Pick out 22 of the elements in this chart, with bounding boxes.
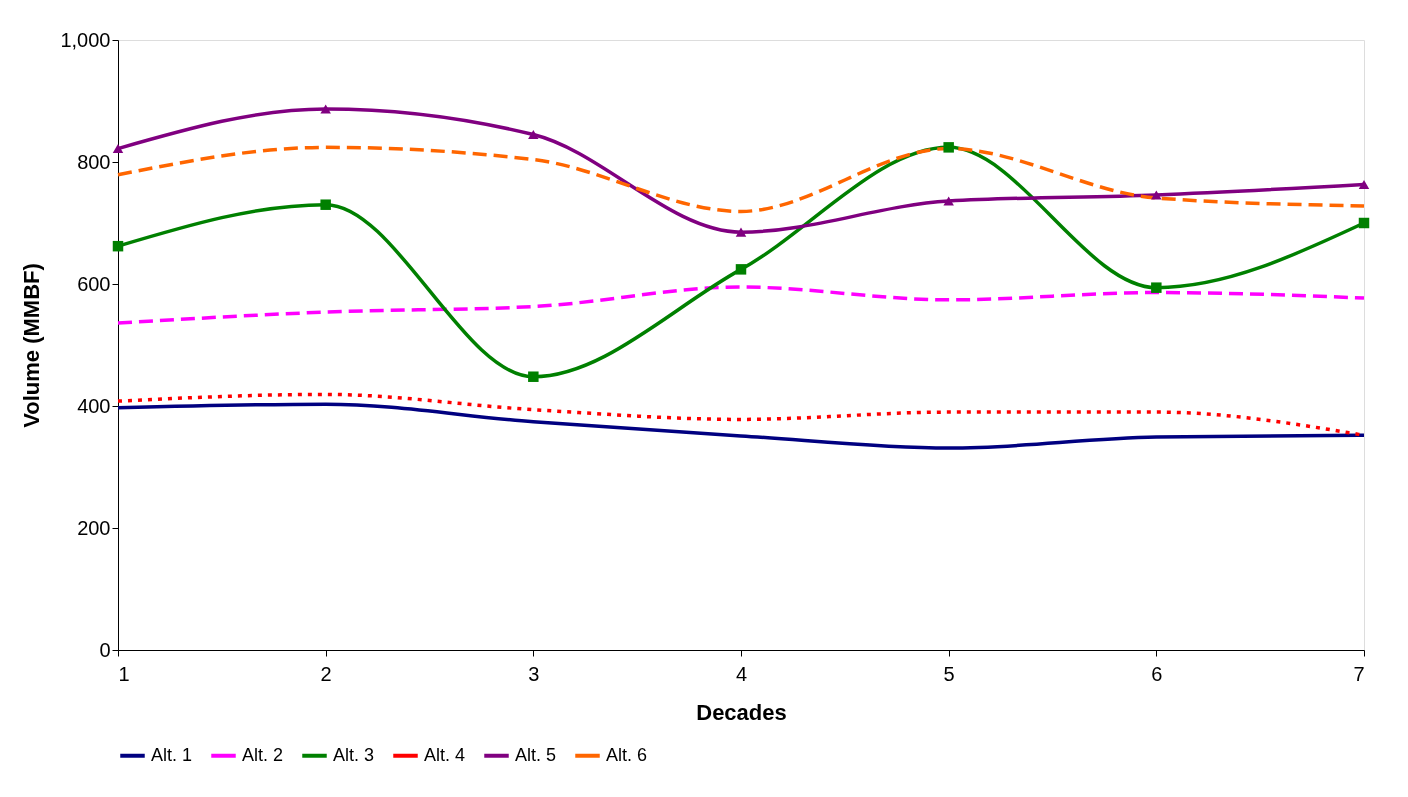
legend-label: Alt. 1	[151, 744, 193, 765]
x-tick-label: 5	[943, 662, 955, 685]
legend-label: Alt. 6	[606, 744, 648, 765]
y-tick-label: 400	[77, 394, 111, 417]
x-axis-title: Decades	[696, 699, 787, 725]
legend-label: Alt. 5	[515, 744, 557, 765]
line-series	[116, 402, 1366, 450]
x-tick-label: 6	[1151, 662, 1163, 685]
y-tick-label: 600	[77, 272, 111, 295]
y-axis-title: Volume (MMBF)	[19, 263, 45, 428]
x-tick-label: 1	[118, 662, 130, 685]
legend-label: Alt. 2	[242, 744, 284, 765]
x-tick-label: 4	[735, 662, 748, 685]
y-tick-label: 0	[99, 638, 111, 661]
y-tick-label: 200	[77, 516, 111, 539]
x-tick-label: 3	[528, 662, 540, 685]
x-tick-label: 2	[320, 662, 332, 685]
y-tick-label: 1,000	[60, 28, 111, 51]
legend-label: Alt. 3	[333, 744, 375, 765]
x-tick-label: 7	[1353, 662, 1365, 685]
legend-label: Alt. 4	[424, 744, 466, 765]
y-tick-label: 800	[77, 150, 111, 173]
